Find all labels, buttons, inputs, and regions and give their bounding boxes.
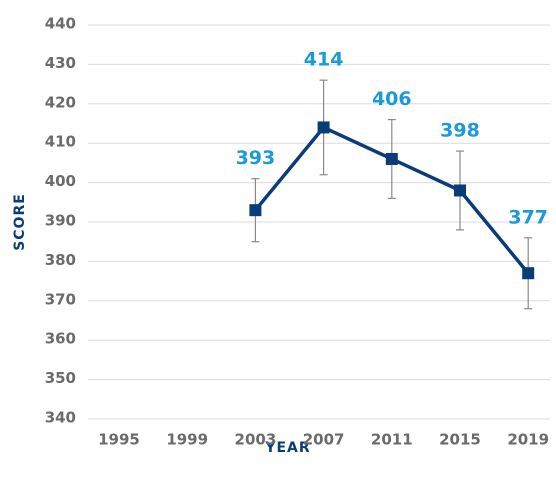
y-tick-label: 340	[45, 409, 76, 427]
marker	[454, 184, 466, 197]
y-tick-label: 360	[45, 330, 76, 348]
marker	[385, 152, 398, 165]
marker	[317, 121, 330, 134]
y-tick-label: 380	[45, 251, 76, 269]
y-tick-label: 370	[45, 290, 76, 308]
marker	[522, 267, 535, 280]
x-tick-label: 2011	[371, 431, 413, 449]
y-tick-label: 430	[45, 54, 76, 72]
data-label: 377	[508, 206, 548, 228]
x-tick-label: 2019	[507, 431, 549, 449]
x-tick-label: 1995	[98, 431, 140, 449]
x-tick-label: 1999	[166, 431, 208, 449]
x-tick-label: 2007	[303, 431, 345, 449]
y-tick-label: 410	[45, 133, 76, 151]
y-tick-label: 400	[45, 172, 76, 190]
y-axis-title: SCORE	[12, 193, 28, 251]
x-axis-title: YEAR	[264, 440, 310, 456]
data-label: 398	[440, 120, 480, 142]
y-tick-label: 440	[45, 15, 76, 33]
data-label: 414	[304, 49, 344, 71]
data-label: 393	[236, 147, 276, 169]
marker	[249, 204, 262, 217]
x-tick-label: 2003	[235, 431, 277, 449]
y-tick-label: 390	[45, 212, 76, 230]
y-tick-label: 350	[45, 369, 76, 387]
data-label: 406	[372, 88, 412, 110]
x-tick-label: 2015	[439, 431, 481, 449]
y-tick-label: 420	[45, 93, 76, 111]
